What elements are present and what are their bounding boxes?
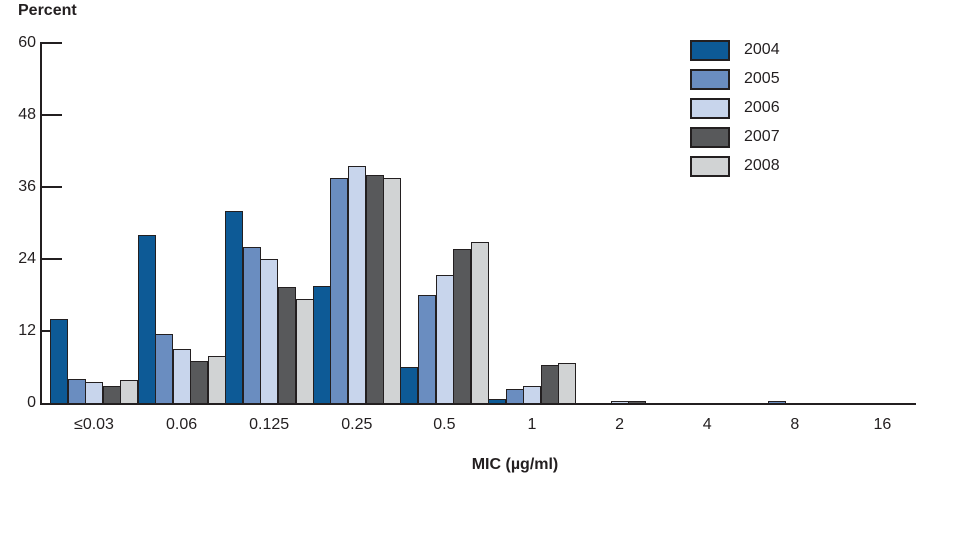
legend-label: 2006 [744, 99, 780, 116]
x-axis-title: MIC (µg/ml) [471, 456, 559, 473]
y-tick-label: 60 [18, 34, 36, 51]
bar-2006-≤0.03 [85, 382, 103, 403]
bar-2004-≤0.03 [50, 319, 68, 403]
y-tick-mark [40, 258, 62, 260]
y-tick-mark [40, 186, 62, 188]
bar-2007-0.25 [366, 175, 384, 403]
legend-swatch [690, 97, 730, 119]
bar-2005-0.25 [330, 178, 348, 403]
y-tick-label: 0 [27, 394, 36, 411]
x-tick-label: 2 [615, 416, 625, 433]
bar-2006-0.5 [436, 275, 454, 403]
bar-2007-0.125 [278, 287, 296, 403]
y-tick-mark [40, 42, 62, 44]
bar-2008-0.125 [296, 299, 314, 403]
legend-swatch [690, 39, 730, 61]
y-tick-label: 12 [18, 322, 36, 339]
bar-2006-0.25 [348, 166, 366, 403]
legend-item-2004: 2004 [690, 39, 780, 61]
bar-2007-0.5 [453, 249, 471, 403]
x-axis-line [40, 403, 916, 405]
bar-2006-2 [611, 401, 629, 403]
bar-2006-0.125 [260, 259, 278, 403]
x-tick-label: 0.25 [341, 416, 373, 433]
legend-item-2006: 2006 [690, 97, 780, 119]
y-tick-label: 24 [18, 250, 36, 267]
bar-2007-≤0.03 [103, 386, 121, 403]
legend-item-2007: 2007 [690, 126, 780, 148]
y-tick-mark [40, 114, 62, 116]
legend-label: 2007 [744, 128, 780, 145]
x-tick-label: 0.06 [166, 416, 198, 433]
bar-2007-0.06 [190, 361, 208, 403]
bar-2006-1 [523, 386, 541, 403]
bar-2006-0.06 [173, 349, 191, 403]
legend-item-2008: 2008 [690, 155, 780, 177]
legend: 2004 2005 2006 2007 2008 [690, 39, 780, 185]
y-tick-label: 48 [18, 106, 36, 123]
x-tick-label: 1 [527, 416, 537, 433]
bar-2005-8 [768, 401, 786, 403]
x-tick-label: 16 [873, 416, 892, 433]
x-tick-label: ≤0.03 [74, 416, 114, 433]
bar-2008-0.25 [383, 178, 401, 403]
y-axis-title: Percent [18, 2, 77, 19]
bar-2005-0.5 [418, 295, 436, 403]
x-tick-label: 4 [702, 416, 712, 433]
legend-label: 2005 [744, 70, 780, 87]
bar-2007-2 [628, 401, 646, 403]
bar-2005-0.06 [155, 334, 173, 403]
bar-2005-≤0.03 [68, 379, 86, 403]
bar-2007-1 [541, 365, 559, 403]
legend-swatch [690, 68, 730, 90]
bar-2005-0.125 [243, 247, 261, 403]
bar-2004-0.25 [313, 286, 331, 403]
x-tick-label: 8 [790, 416, 800, 433]
y-tick-label: 36 [18, 178, 36, 195]
bar-2004-0.125 [225, 211, 243, 403]
bar-2008-0.06 [208, 356, 226, 403]
bar-2004-0.06 [138, 235, 156, 403]
x-tick-label: 0.5 [433, 416, 456, 433]
bar-2004-0.5 [400, 367, 418, 403]
bar-2004-1 [488, 399, 506, 403]
bar-2008-≤0.03 [120, 380, 138, 403]
bar-2008-0.5 [471, 242, 489, 403]
legend-swatch [690, 155, 730, 177]
legend-label: 2008 [744, 157, 780, 174]
legend-item-2005: 2005 [690, 68, 780, 90]
bar-2008-1 [558, 363, 576, 403]
legend-swatch [690, 126, 730, 148]
y-axis-line [40, 43, 42, 405]
legend-label: 2004 [744, 41, 780, 58]
x-tick-label: 0.125 [249, 416, 290, 433]
bar-2005-1 [506, 389, 524, 403]
